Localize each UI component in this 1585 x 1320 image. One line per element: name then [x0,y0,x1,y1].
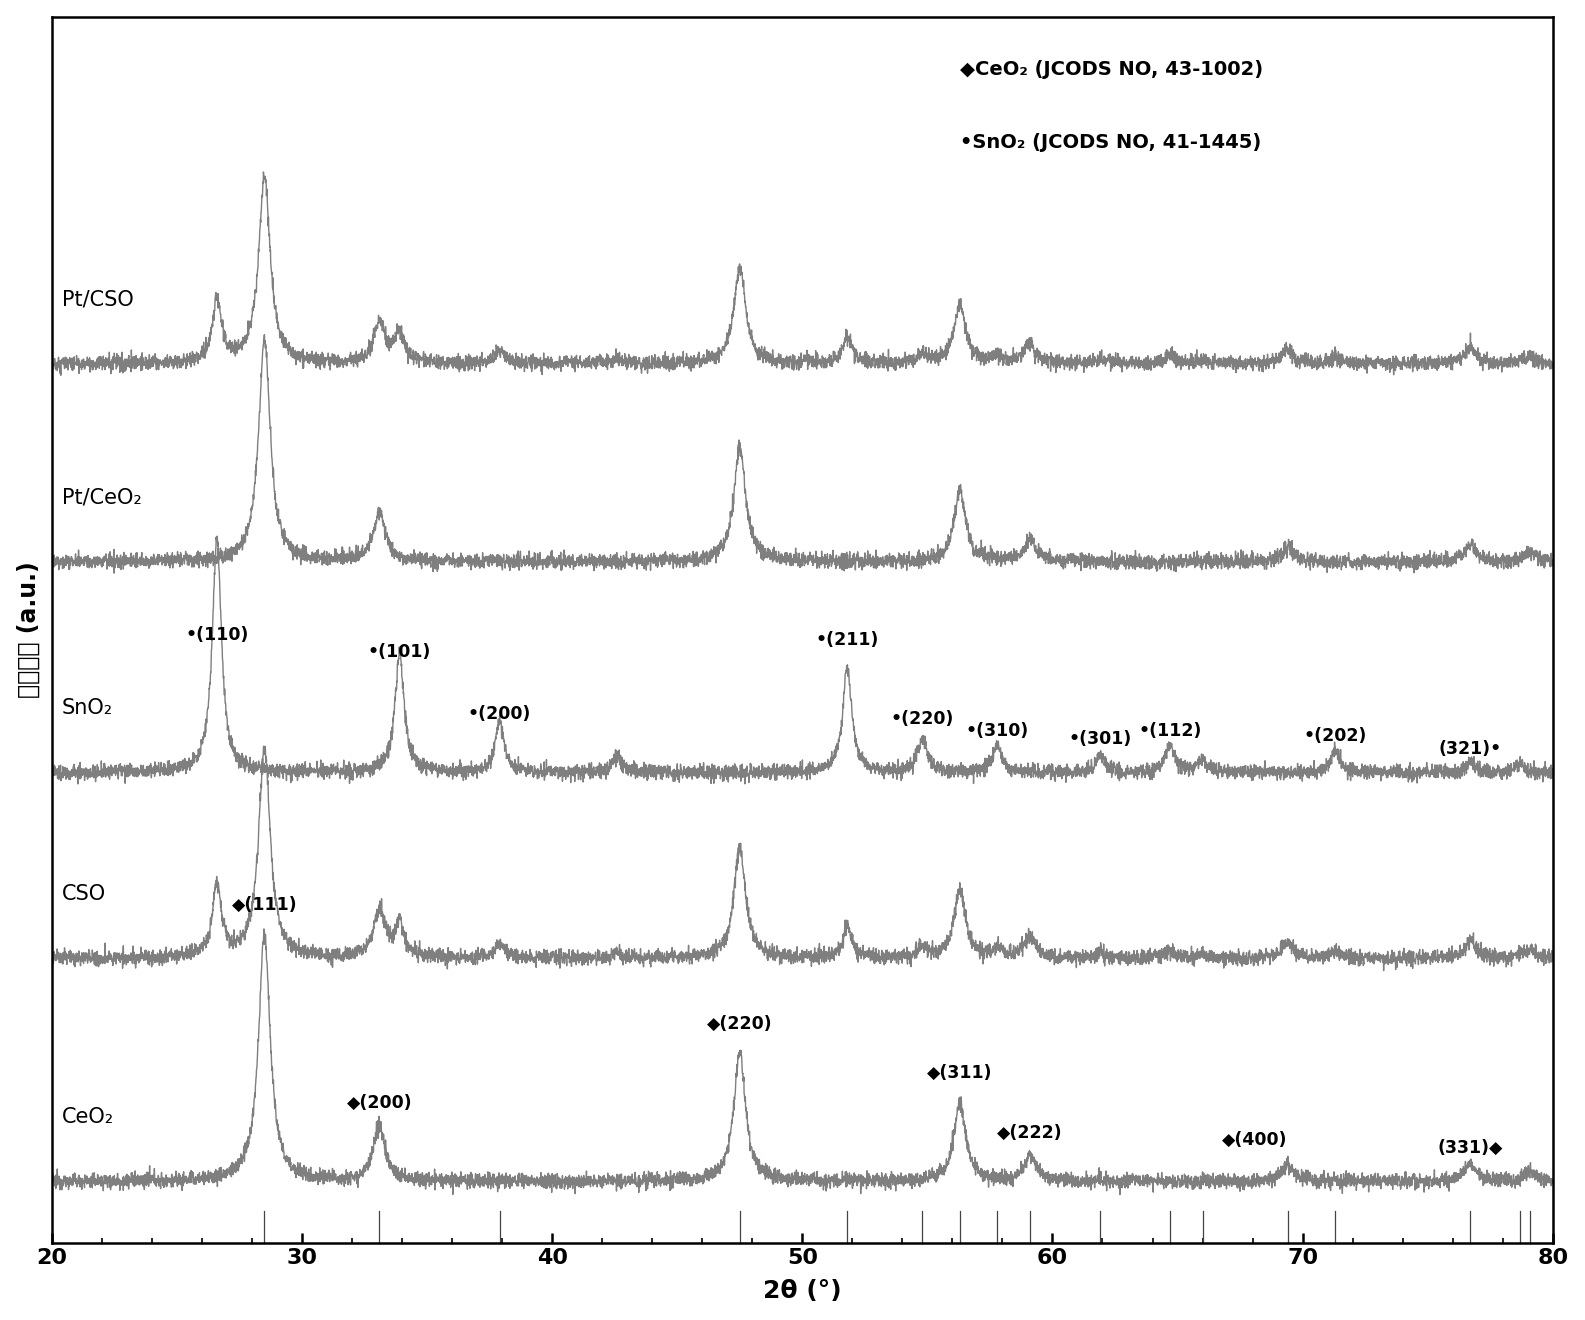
Text: ◆(220): ◆(220) [707,1015,772,1032]
Text: •(211): •(211) [816,631,880,648]
Text: SnO₂: SnO₂ [62,698,113,718]
Text: •SnO₂ (JCODS NO, 41-1445): •SnO₂ (JCODS NO, 41-1445) [961,133,1262,152]
Text: •(200): •(200) [468,705,531,723]
Text: Pt/CSO: Pt/CSO [62,289,133,309]
Text: ◆CeO₂ (JCODS NO, 43-1002): ◆CeO₂ (JCODS NO, 43-1002) [961,59,1263,79]
Text: ◆(311): ◆(311) [927,1064,992,1082]
Text: CSO: CSO [62,884,106,904]
Text: CeO₂: CeO₂ [62,1107,114,1127]
Text: (331)◆: (331)◆ [1438,1139,1503,1156]
Text: ◆(111): ◆(111) [231,896,298,913]
Text: ◆(222): ◆(222) [997,1123,1062,1142]
X-axis label: 2θ (°): 2θ (°) [762,1279,842,1303]
Text: •(112): •(112) [1138,722,1201,741]
Text: •(220): •(220) [891,710,954,727]
Text: •(301): •(301) [1068,730,1132,747]
Text: Pt/CeO₂: Pt/CeO₂ [62,487,141,507]
Text: •(310): •(310) [965,722,1029,741]
Text: (321)•: (321)• [1439,739,1503,758]
Text: ◆(200): ◆(200) [347,1094,412,1111]
Text: ◆(400): ◆(400) [1222,1131,1287,1150]
Y-axis label: 信号强度 (a.u.): 信号强度 (a.u.) [17,561,41,698]
Text: •(110): •(110) [185,626,249,644]
Text: •(202): •(202) [1303,727,1366,746]
Text: •(101): •(101) [368,643,431,661]
